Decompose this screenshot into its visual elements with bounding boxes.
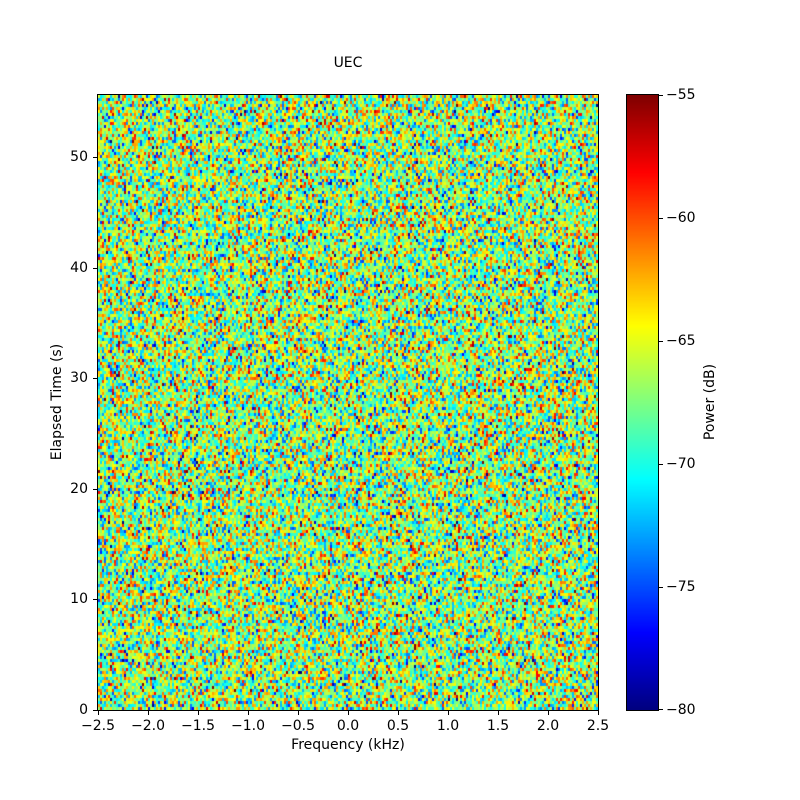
x-tick-mark	[197, 711, 199, 715]
colorbar	[626, 94, 659, 711]
x-tick-mark	[397, 711, 399, 715]
colorbar-tick-mark	[659, 217, 663, 219]
y-tick-mark	[93, 599, 97, 601]
x-tick-label: −2.5	[81, 718, 115, 734]
x-tick-mark	[97, 711, 99, 715]
colorbar-tick-mark	[659, 94, 663, 96]
y-tick-mark	[93, 378, 97, 380]
colorbar-tick-mark	[659, 340, 663, 342]
x-tick-mark	[497, 711, 499, 715]
colorbar-label: Power (dB)	[702, 363, 718, 441]
x-axis-label: Frequency (kHz)	[291, 737, 405, 753]
y-tick-label: 0	[79, 701, 88, 718]
x-tick-mark	[447, 711, 449, 715]
colorbar-gradient	[627, 95, 658, 710]
x-tick-label: 2.5	[586, 718, 610, 734]
colorbar-tick-mark	[659, 586, 663, 588]
x-tick-label: 2.0	[536, 718, 560, 734]
x-tick-mark	[297, 711, 299, 715]
y-tick-label: 50	[70, 149, 88, 166]
y-tick-mark	[93, 709, 97, 711]
x-tick-label: −0.5	[281, 718, 315, 734]
colorbar-tick-label: −70	[666, 455, 696, 472]
y-tick-label: 10	[70, 591, 88, 608]
x-tick-label: 0.0	[336, 718, 360, 734]
x-tick-label: −1.5	[181, 718, 215, 734]
y-tick-mark	[93, 488, 97, 490]
y-tick-mark	[93, 267, 97, 269]
x-tick-label: 0.5	[386, 718, 410, 734]
x-tick-mark	[347, 711, 349, 715]
y-tick-label: 40	[70, 259, 88, 276]
x-tick-mark	[247, 711, 249, 715]
colorbar-tick-label: −60	[666, 209, 696, 226]
colorbar-tick-label: −55	[666, 86, 696, 103]
x-tick-label: −1.0	[231, 718, 265, 734]
y-tick-label: 30	[70, 370, 88, 387]
colorbar-tick-mark	[659, 708, 663, 710]
x-tick-mark	[547, 711, 549, 715]
x-tick-label: −2.0	[131, 718, 165, 734]
colorbar-tick-label: −80	[666, 701, 696, 718]
colorbar-tick-mark	[659, 463, 663, 465]
x-tick-mark	[147, 711, 149, 715]
colorbar-tick-label: −65	[666, 332, 696, 349]
colorbar-tick-label: −75	[666, 578, 696, 595]
x-tick-label: 1.5	[486, 718, 510, 734]
spectrogram-plot-area	[97, 94, 599, 711]
y-tick-mark	[93, 157, 97, 159]
y-axis-label: Elapsed Time (s)	[49, 343, 65, 461]
x-tick-mark	[597, 711, 599, 715]
spectrogram-heatmap	[98, 95, 598, 710]
x-tick-label: 1.0	[436, 718, 460, 734]
plot-title: UEC	[333, 55, 363, 71]
y-tick-label: 20	[70, 480, 88, 497]
